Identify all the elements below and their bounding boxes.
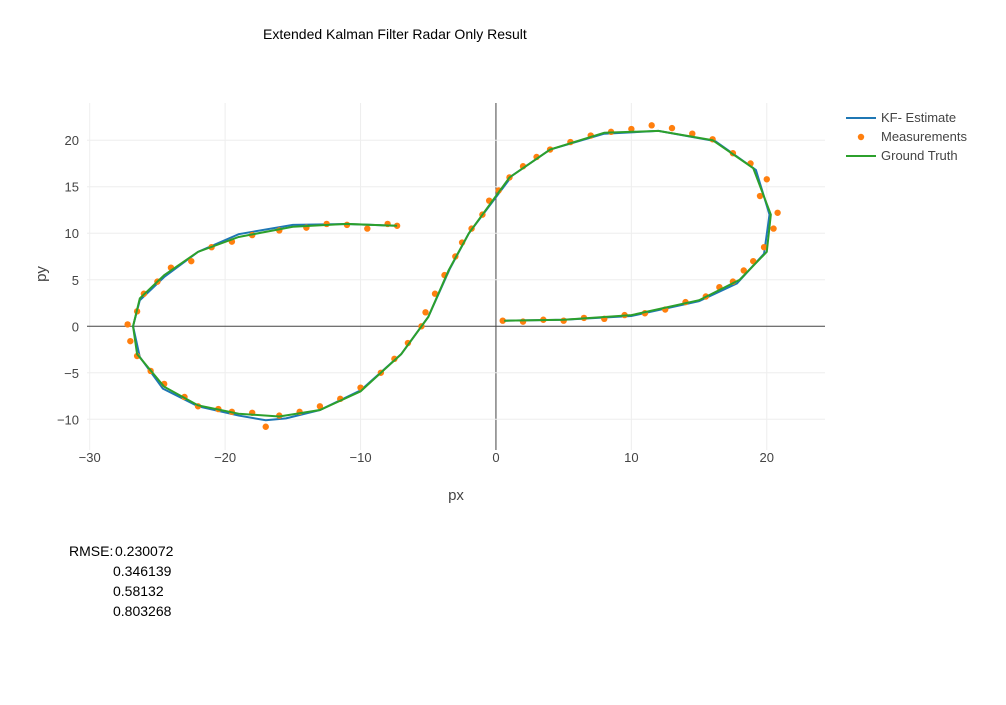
x-tick-label: −10 (350, 450, 372, 465)
measurement-point (740, 267, 747, 274)
measurement-point (648, 122, 655, 129)
legend-label: Measurements (881, 129, 967, 144)
y-tick-label: −5 (64, 366, 79, 381)
y-tick-label: 5 (72, 273, 79, 288)
measurement-point (756, 192, 764, 200)
x-tick-label: 20 (760, 450, 774, 465)
y-axis-label: py (33, 266, 50, 282)
measurement-point (628, 125, 635, 133)
measurement-point (188, 257, 195, 265)
y-tick-label: 10 (65, 226, 79, 241)
rmse-label: RMSE: (69, 543, 113, 559)
measurement-point (770, 225, 777, 232)
x-tick-label: −30 (79, 450, 101, 465)
y-tick-label: 0 (72, 319, 79, 334)
measurement-point (689, 130, 696, 137)
legend-label: Ground Truth (881, 148, 958, 163)
y-tick-label: 15 (65, 180, 79, 195)
measurement-point (774, 209, 781, 216)
y-tick-label: −10 (57, 412, 79, 427)
measurement-point (262, 423, 269, 430)
chart-title: Extended Kalman Filter Radar Only Result (263, 26, 527, 42)
legend-swatch (857, 133, 865, 141)
x-tick-label: 10 (624, 450, 638, 465)
rmse-value: 0.230072 (115, 543, 174, 559)
legend-label: KF- Estimate (881, 110, 956, 125)
measurement-point (760, 243, 768, 251)
measurement-point (127, 337, 134, 345)
x-tick-label: −20 (214, 450, 236, 465)
measurement-point (499, 317, 506, 324)
measurement-point (124, 321, 131, 328)
y-tick-label: 20 (65, 133, 79, 148)
measurement-point (422, 309, 429, 316)
x-axis-label: px (448, 487, 464, 504)
measurement-point (316, 403, 324, 410)
series-line (132, 129, 771, 422)
rmse-value: 0.58132 (113, 583, 164, 599)
measurement-point (364, 225, 371, 232)
x-tick-label: 0 (492, 450, 499, 465)
measurement-point (763, 176, 770, 183)
measurement-point (391, 355, 398, 363)
rmse-value: 0.346139 (113, 563, 172, 579)
rmse-value: 0.803268 (113, 603, 172, 619)
measurement-point (668, 124, 676, 132)
series-line (132, 129, 772, 418)
